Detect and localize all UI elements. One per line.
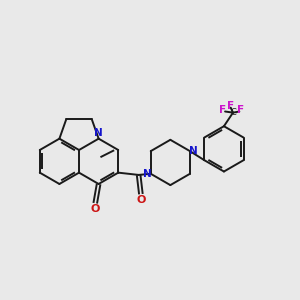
Text: N: N: [94, 128, 103, 137]
Text: O: O: [90, 204, 100, 214]
Text: N: N: [143, 169, 152, 179]
Text: C: C: [230, 108, 236, 117]
Text: O: O: [136, 195, 146, 205]
Text: N: N: [189, 146, 198, 156]
Text: F: F: [237, 105, 244, 116]
Text: F: F: [227, 101, 234, 111]
Text: F: F: [219, 105, 226, 116]
